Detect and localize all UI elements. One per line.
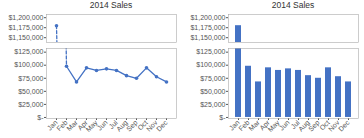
svg-text:Sep: Sep [125,118,139,133]
svg-text:$1,175,000: $1,175,000 [8,24,43,31]
svg-text:$-: $- [37,114,44,121]
svg-text:$1,150,000: $1,150,000 [8,34,43,41]
svg-text:Jun: Jun [277,118,291,132]
svg-text:$-: $- [219,114,226,121]
svg-text:Dec: Dec [155,118,169,132]
svg-text:$100,000: $100,000 [14,61,43,68]
svg-text:Nov: Nov [327,118,341,133]
svg-text:$1,175,000: $1,175,000 [190,24,225,31]
svg-text:$25,000: $25,000 [200,101,225,108]
svg-text:Mar: Mar [247,118,261,133]
svg-text:Jan: Jan [45,118,59,132]
svg-text:Feb: Feb [237,118,251,133]
svg-text:$50,000: $50,000 [18,88,43,95]
svg-text:Apr: Apr [258,118,271,132]
html-text:2014 Sales: 2014 Sales [89,0,133,10]
svg-text:Jan: Jan [227,118,241,132]
svg-text:$25,000: $25,000 [18,101,43,108]
svg-text:Oct: Oct [318,118,331,132]
svg-text:Aug: Aug [297,118,311,133]
svg-text:$1,150,000: $1,150,000 [190,34,225,41]
svg-text:Jul: Jul [289,118,301,131]
svg-text:Feb: Feb [55,118,69,133]
svg-text:Apr: Apr [76,118,89,132]
svg-text:$125,000: $125,000 [14,48,43,55]
svg-text:Aug: Aug [115,118,129,133]
svg-text:May: May [266,118,281,134]
svg-text:Sep: Sep [307,118,321,133]
svg-text:$1,200,000: $1,200,000 [190,14,225,21]
svg-text:$50,000: $50,000 [200,88,225,95]
svg-text:$75,000: $75,000 [18,75,43,82]
svg-text:Nov: Nov [145,118,159,133]
svg-text:May: May [84,118,99,134]
svg-text:Dec: Dec [337,118,351,132]
svg-text:Jul: Jul [107,118,119,131]
svg-text:$100,000: $100,000 [196,61,225,68]
svg-text:$125,000: $125,000 [196,48,225,55]
svg-text:Jun: Jun [95,118,109,132]
svg-text:Mar: Mar [65,118,79,133]
svg-text:Oct: Oct [136,118,149,132]
svg-text:$1,200,000: $1,200,000 [8,14,43,21]
svg-text:$75,000: $75,000 [200,75,225,82]
html-text:2014 Sales: 2014 Sales [271,0,315,10]
